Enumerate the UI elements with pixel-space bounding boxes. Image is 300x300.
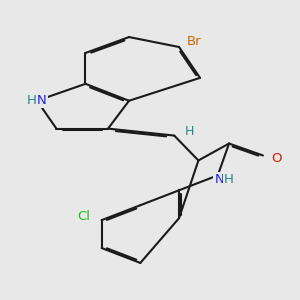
Text: Cl: Cl — [77, 210, 90, 223]
Text: N: N — [214, 173, 224, 186]
Text: Br: Br — [187, 35, 201, 48]
Text: H: H — [27, 94, 37, 107]
Text: N: N — [37, 94, 47, 107]
Text: H: H — [224, 173, 234, 186]
Text: H: H — [184, 124, 194, 138]
Text: O: O — [271, 152, 281, 165]
